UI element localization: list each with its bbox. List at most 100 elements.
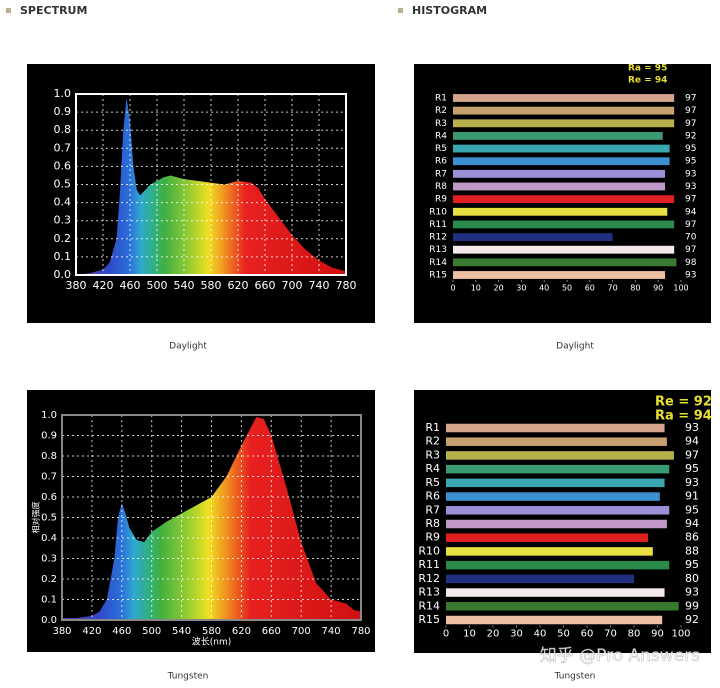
y-tick-label: 0.5 (41, 513, 57, 524)
category-label: R5 (425, 476, 440, 489)
x-tick-label: 60 (581, 628, 594, 639)
y-tick-label: 0.9 (54, 105, 72, 118)
y-tick-label: 1.0 (54, 87, 72, 100)
bar (446, 602, 679, 611)
category-label: R14 (418, 599, 440, 612)
y-tick-label: 0.8 (54, 123, 72, 136)
x-tick-label: 580 (201, 279, 222, 292)
bar (446, 547, 653, 556)
value-label: 88 (685, 544, 699, 557)
category-label: R10 (429, 207, 447, 217)
value-label: 93 (685, 271, 696, 281)
y-tick-label: 0.4 (54, 196, 72, 209)
x-tick-label: 460 (112, 626, 131, 637)
value-label: 97 (685, 119, 696, 129)
caption: Daylight (556, 342, 594, 352)
y-tick-label: 0.7 (54, 141, 72, 154)
value-label: 95 (685, 462, 699, 475)
bar (446, 506, 670, 515)
x-tick-label: 780 (336, 279, 357, 292)
x-tick-label: 660 (262, 626, 281, 637)
category-label: R2 (435, 106, 447, 116)
value-label: 97 (685, 106, 696, 116)
x-tick-label: 0 (443, 628, 449, 639)
y-axis-label: 相对强度 (31, 502, 41, 534)
bar (453, 169, 666, 178)
bar (453, 245, 675, 254)
value-label: 97 (685, 220, 696, 230)
value-label: 93 (685, 421, 699, 434)
bar (446, 560, 670, 570)
value-label: 93 (685, 476, 699, 489)
x-tick-label: 540 (172, 626, 191, 637)
value-label: 86 (685, 531, 699, 544)
bar (453, 132, 663, 140)
value-label: 91 (685, 490, 699, 503)
bar (453, 157, 670, 166)
value-label: 70 (685, 233, 697, 243)
y-tick-label: 0.0 (54, 268, 72, 281)
annotation: Ra = 95 (628, 64, 667, 74)
x-tick-label: 80 (630, 284, 640, 293)
bar (453, 258, 677, 267)
bullet (6, 8, 11, 13)
value-label: 95 (685, 558, 699, 571)
x-tick-label: 100 (673, 284, 688, 293)
value-label: 97 (685, 94, 696, 104)
annotation: Re = 94 (628, 76, 667, 86)
category-label: R11 (429, 220, 447, 230)
category-label: R9 (425, 531, 440, 544)
value-label: 97 (685, 448, 699, 461)
y-tick-label: 0.1 (41, 595, 57, 606)
bar (446, 574, 634, 584)
bar (446, 533, 649, 542)
value-label: 95 (685, 503, 699, 516)
category-label: R13 (418, 586, 440, 599)
x-tick-label: 90 (651, 628, 664, 639)
bar (453, 195, 675, 204)
x-tick-label: 90 (653, 284, 663, 293)
category-label: R7 (435, 169, 447, 179)
y-tick-label: 0.6 (54, 159, 72, 172)
value-label: 93 (685, 182, 696, 192)
x-tick-label: 30 (516, 284, 526, 293)
value-label: 97 (685, 245, 696, 255)
category-label: R8 (425, 517, 440, 530)
caption: Daylight (169, 342, 207, 352)
category-label: R15 (429, 271, 447, 281)
x-tick-label: 30 (510, 628, 523, 639)
bullet (398, 8, 403, 13)
x-tick-label: 700 (282, 279, 303, 292)
bar (446, 464, 670, 474)
x-tick-label: 380 (52, 626, 71, 637)
category-label: R15 (418, 613, 440, 626)
category-label: R11 (418, 558, 440, 571)
y-tick-label: 0.5 (54, 178, 72, 191)
bar (453, 94, 675, 102)
x-tick-label: 100 (671, 628, 690, 639)
y-tick-label: 0.1 (54, 250, 72, 263)
y-tick-label: 0.7 (41, 472, 57, 483)
bar (453, 106, 675, 115)
y-tick-label: 0.0 (41, 615, 57, 626)
spectrum-area (76, 97, 346, 276)
value-label: 97 (685, 195, 696, 205)
x-tick-label: 540 (174, 279, 195, 292)
spectrum-area (62, 417, 361, 620)
bar (446, 615, 663, 625)
x-tick-label: 50 (557, 628, 570, 639)
x-tick-label: 70 (604, 628, 617, 639)
bar (446, 492, 660, 501)
x-tick-label: 10 (463, 628, 476, 639)
bar (453, 271, 666, 279)
x-tick-label: 10 (471, 284, 481, 293)
section-header: HISTOGRAM (412, 4, 487, 17)
caption: Tungsten (167, 672, 209, 682)
value-label: 93 (685, 169, 696, 179)
x-tick-label: 60 (585, 284, 595, 293)
y-tick-label: 0.4 (41, 533, 57, 544)
x-tick-label: 620 (228, 279, 249, 292)
y-tick-label: 1.0 (41, 410, 57, 421)
x-tick-label: 0 (450, 284, 455, 293)
